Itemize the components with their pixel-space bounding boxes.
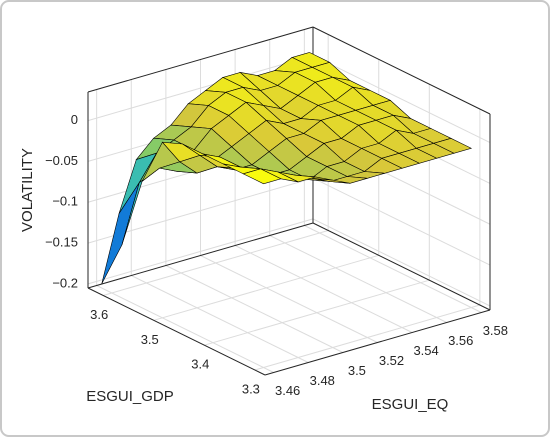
grid-line xyxy=(234,245,413,333)
x-axis-label: ESGUI_EQ xyxy=(372,396,449,413)
x-tick-label: 3.48 xyxy=(310,373,335,388)
z-tick-label: −0.15 xyxy=(45,235,78,250)
y-tick-label: 3.6 xyxy=(90,307,108,322)
z-axis-label: VOLATILITY xyxy=(19,148,36,232)
grid-line xyxy=(204,279,430,346)
grid-line xyxy=(312,55,491,144)
grid-line xyxy=(165,265,344,353)
grid-line xyxy=(131,275,309,363)
axis-edge xyxy=(264,309,491,376)
axis-edge xyxy=(87,287,266,376)
grid-line xyxy=(304,225,482,313)
grid-line xyxy=(269,235,447,323)
axis-edge xyxy=(312,26,491,115)
grid-line xyxy=(312,177,491,266)
grid-line xyxy=(103,229,329,296)
z-tick-label: −0.05 xyxy=(45,153,78,168)
axis-edge xyxy=(87,222,314,289)
x-tick-label: 3.58 xyxy=(483,323,508,338)
surface xyxy=(101,52,473,285)
grid-line xyxy=(96,285,274,373)
x-tick-label: 3.54 xyxy=(413,343,438,358)
y-tick-label: 3.4 xyxy=(191,357,209,372)
labels: −0.2 −0.15 −0.1 −0.05 0 3.3 3.4 3.5 3.6 3.46 3.48 3… xyxy=(19,112,508,413)
x-tick-label: 3.5 xyxy=(348,363,366,378)
axis-edge xyxy=(312,222,491,311)
x-tick-label: 3.46 xyxy=(275,383,300,398)
y-tick-label: 3.5 xyxy=(141,332,159,347)
z-tick-label: 0 xyxy=(71,112,78,127)
y-axis-label: ESGUI_GDP xyxy=(86,388,174,405)
surface-patch xyxy=(242,168,282,185)
axis-edge xyxy=(87,26,314,93)
x-tick-label: 3.52 xyxy=(379,353,404,368)
z-tick-label: −0.2 xyxy=(52,275,78,290)
x-tick-label: 3.56 xyxy=(448,333,473,348)
grid-line xyxy=(200,255,378,343)
grid-line xyxy=(254,304,481,371)
y-tick-label: 3.3 xyxy=(242,381,260,396)
z-tick-label: −0.1 xyxy=(52,194,78,209)
grid-line xyxy=(153,254,379,321)
grid-line xyxy=(312,218,491,307)
